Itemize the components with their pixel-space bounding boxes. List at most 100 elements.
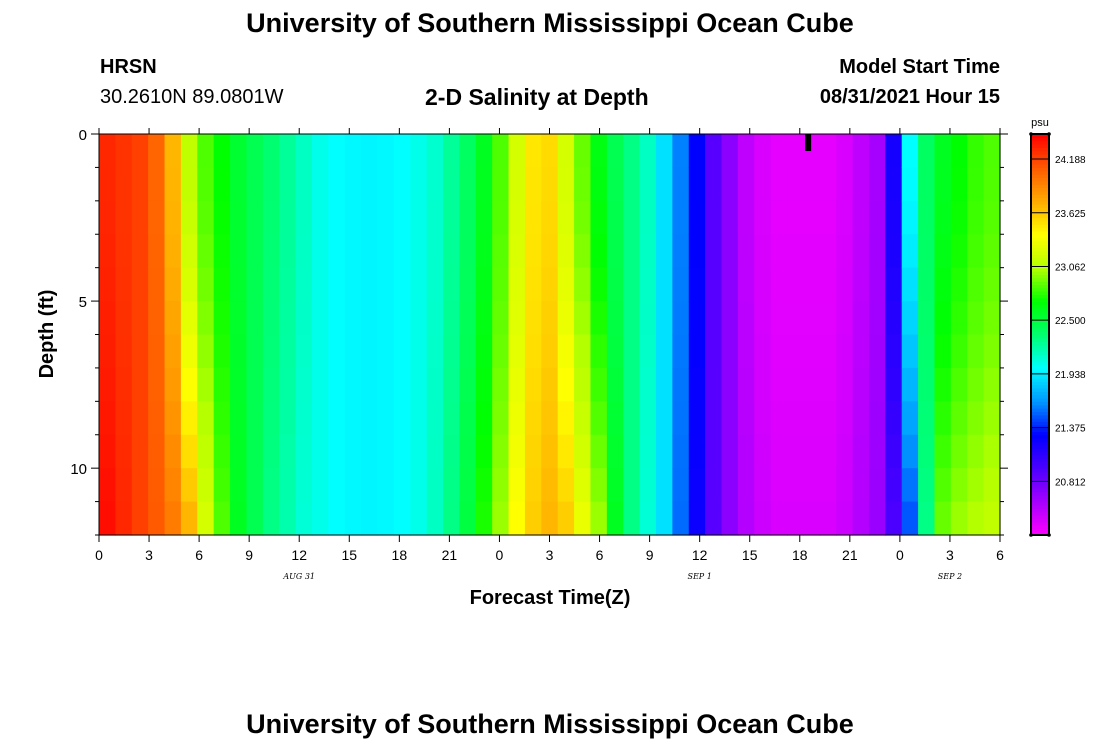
heatmap-cell bbox=[393, 468, 411, 503]
heatmap-cell bbox=[508, 167, 526, 202]
heatmap-cell bbox=[819, 434, 837, 469]
heatmap-cell bbox=[541, 134, 559, 169]
heatmap-cell bbox=[983, 234, 1001, 269]
heatmap-cell bbox=[426, 134, 444, 169]
heatmap-cell bbox=[180, 468, 198, 503]
heatmap-cell bbox=[115, 200, 133, 235]
x-tick-label: 6 bbox=[596, 547, 604, 563]
heatmap-cell bbox=[688, 401, 706, 436]
heatmap-cell bbox=[180, 234, 198, 269]
heatmap-cell bbox=[885, 267, 903, 302]
x-tick-label: 0 bbox=[496, 547, 504, 563]
heatmap-cell bbox=[901, 334, 919, 369]
heatmap-cell bbox=[868, 167, 886, 202]
heatmap-cell bbox=[459, 267, 477, 302]
heatmap-cell bbox=[574, 367, 592, 402]
colorbar-segment bbox=[1031, 351, 1049, 356]
heatmap-cell bbox=[115, 334, 133, 369]
heatmap-cell bbox=[131, 167, 149, 202]
heatmap-cell bbox=[705, 434, 723, 469]
heatmap-cell bbox=[443, 134, 460, 169]
heatmap-cell bbox=[197, 167, 215, 202]
heatmap-cell bbox=[115, 434, 133, 469]
heatmap-cell bbox=[230, 401, 248, 436]
colorbar-segment bbox=[1031, 424, 1049, 429]
heatmap-cell bbox=[819, 134, 837, 169]
heatmap-cell bbox=[541, 200, 559, 235]
x-tick-label: 12 bbox=[291, 547, 307, 563]
heatmap-cell bbox=[574, 134, 592, 169]
heatmap-cell bbox=[443, 200, 460, 235]
heatmap-cell bbox=[361, 134, 379, 169]
heatmap-cell bbox=[459, 334, 477, 369]
heatmap-cell bbox=[197, 134, 215, 169]
heatmap-cell bbox=[803, 167, 821, 202]
heatmap-cell bbox=[115, 501, 133, 536]
colorbar-segment bbox=[1031, 307, 1049, 312]
heatmap-cell bbox=[688, 334, 706, 369]
heatmap-cell bbox=[426, 301, 444, 336]
heatmap-cell bbox=[623, 401, 641, 436]
heatmap-cell bbox=[410, 267, 428, 302]
heatmap-cell bbox=[246, 234, 264, 269]
heatmap-cell bbox=[623, 334, 641, 369]
heatmap-cell bbox=[688, 301, 706, 336]
heatmap-cell bbox=[606, 468, 624, 503]
colorbar-segment bbox=[1031, 481, 1049, 486]
colorbar-segment bbox=[1031, 144, 1049, 148]
heatmap-cell bbox=[246, 501, 264, 536]
heatmap-cell bbox=[655, 401, 673, 436]
heatmap-cell bbox=[328, 267, 346, 302]
heatmap-cell bbox=[737, 401, 755, 436]
heatmap-cell bbox=[918, 367, 936, 402]
heatmap-cell bbox=[803, 301, 821, 336]
heatmap-cell bbox=[344, 401, 362, 436]
heatmap-cell bbox=[721, 434, 739, 469]
heatmap-cell bbox=[557, 134, 575, 169]
heatmap-cell bbox=[524, 501, 542, 536]
heatmap-cell bbox=[115, 134, 133, 169]
heatmap-cell bbox=[443, 434, 460, 469]
heatmap-cell bbox=[279, 134, 297, 169]
heatmap-cell bbox=[901, 301, 919, 336]
heatmap-cell bbox=[164, 234, 182, 269]
heatmap-cell bbox=[901, 367, 919, 402]
heatmap-cell bbox=[557, 200, 575, 235]
heatmap-cell bbox=[868, 134, 886, 169]
heatmap-cell bbox=[770, 167, 788, 202]
x-date-label: SEP 1 bbox=[687, 572, 711, 581]
station-coordinates: 30.2610N 89.0801W bbox=[100, 86, 284, 108]
heatmap-cell bbox=[164, 267, 182, 302]
heatmap-cell bbox=[99, 334, 116, 369]
x-tick-label: 0 bbox=[896, 547, 904, 563]
heatmap-cell bbox=[311, 434, 329, 469]
colorbar-segment bbox=[1031, 498, 1049, 503]
colorbar-segment bbox=[1031, 401, 1049, 406]
colorbar-unit: psu bbox=[1031, 117, 1049, 129]
heatmap-cell bbox=[180, 134, 198, 169]
colorbar-tick-label: 20.812 bbox=[1055, 477, 1086, 488]
heatmap-cell bbox=[197, 334, 215, 369]
colorbar-frame bbox=[1030, 133, 1050, 536]
heatmap-cell bbox=[377, 200, 395, 235]
heatmap-cell bbox=[885, 367, 903, 402]
heatmap-cell bbox=[557, 434, 575, 469]
heatmap-cell bbox=[901, 267, 919, 302]
heatmap-cell bbox=[99, 501, 116, 536]
colorbar-segment bbox=[1031, 217, 1049, 222]
heatmap-cell bbox=[557, 401, 575, 436]
heatmap-cell bbox=[983, 334, 1001, 369]
heatmap-cell bbox=[99, 134, 116, 169]
heatmap-cell bbox=[557, 234, 575, 269]
colorbar-corner-dot bbox=[1029, 132, 1033, 136]
heatmap-cell bbox=[328, 134, 346, 169]
x-tick-label: 12 bbox=[692, 547, 708, 563]
x-tick-label: 18 bbox=[392, 547, 408, 563]
heatmap-cell bbox=[836, 367, 854, 402]
x-tick-label: 15 bbox=[341, 547, 357, 563]
heatmap-cell bbox=[557, 267, 575, 302]
heatmap-cell bbox=[508, 434, 526, 469]
heatmap-cell bbox=[459, 301, 477, 336]
colorbar-segment bbox=[1031, 197, 1049, 202]
